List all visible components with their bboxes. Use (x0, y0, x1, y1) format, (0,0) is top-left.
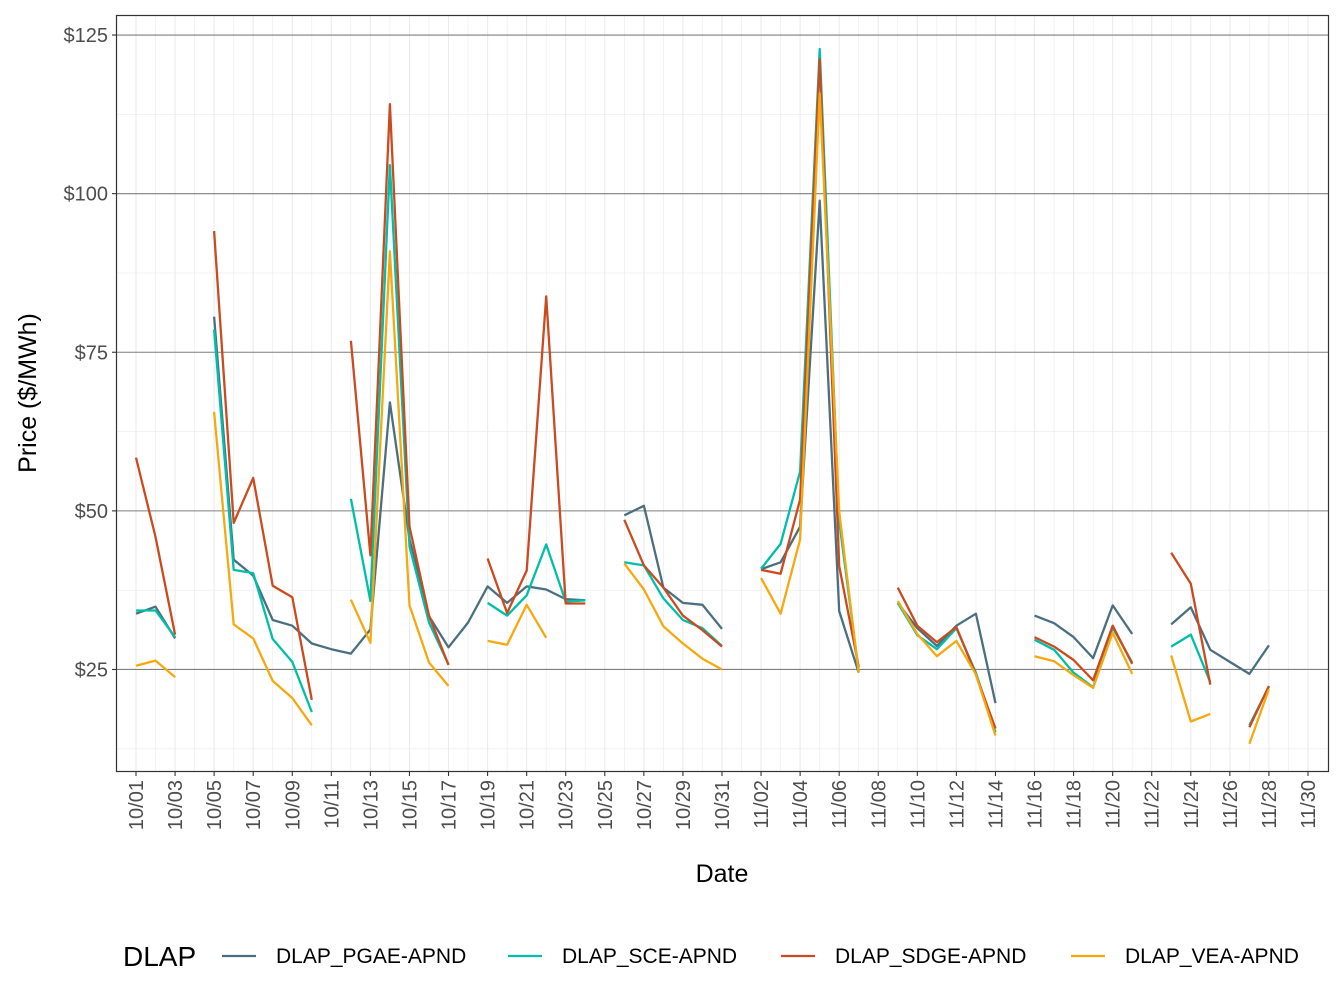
series-line-segment (349, 163, 450, 665)
series-line-segment (349, 103, 450, 666)
series-line-segment (212, 411, 313, 726)
series-line-segment (1034, 604, 1134, 660)
y-tick-label: $25 (75, 659, 108, 681)
x-tick-label: 10/31 (712, 780, 734, 830)
series-line-segment (1170, 633, 1212, 683)
series-line-segment (349, 250, 450, 687)
series-dlap-pgae-apnd (135, 199, 1270, 704)
x-tick-label: 10/03 (165, 780, 187, 830)
y-tick-label: $125 (64, 25, 109, 47)
legend-item: DLAP_PGAE-APND (222, 945, 466, 968)
x-tick-label: 10/01 (126, 780, 148, 830)
x-tick-label: 10/13 (360, 780, 382, 830)
y-tick-label: $100 (64, 184, 109, 206)
series-line-segment (1170, 655, 1211, 723)
x-tick-label: 11/28 (1259, 780, 1281, 829)
legend-item: DLAP_SDGE-APND (781, 945, 1026, 968)
series-line-segment (212, 231, 313, 701)
series-line-segment (1170, 606, 1270, 676)
x-axis: 10/01 10/03 10/05 10/07 10/09 10/11 10/13 10/15… (126, 771, 1320, 830)
series-line-segment (623, 504, 723, 630)
x-tick-label: 11/08 (868, 780, 890, 829)
x-tick-label: 11/24 (1181, 780, 1203, 829)
legend: DLAP DLAP_PGAE-APND DLAP_SCE-APND DLAP_SDG… (123, 941, 1299, 972)
y-axis-title: Price ($/MWh) (14, 313, 42, 473)
legend-item: DLAP_VEA-APND (1071, 945, 1299, 968)
x-tick-label: 11/14 (985, 780, 1007, 829)
y-axis: $25 $50 $75 $100 $125 (64, 25, 117, 681)
series-line-segment (623, 519, 723, 648)
x-tick-label: 10/23 (556, 780, 578, 830)
legend-label: DLAP_SDGE-APND (835, 945, 1026, 968)
legend-label: DLAP_PGAE-APND (276, 945, 466, 968)
series-line-segment (486, 295, 586, 615)
x-tick-label: 11/04 (790, 780, 812, 829)
x-tick-label: 11/26 (1220, 780, 1242, 829)
y-tick-label: $50 (75, 501, 108, 523)
series-line-segment (487, 603, 548, 646)
legend-title: DLAP (123, 941, 196, 972)
x-tick-label: 10/11 (321, 780, 343, 829)
x-tick-label: 10/15 (399, 780, 421, 830)
series-line-segment (136, 609, 177, 638)
series-line-segment (760, 92, 860, 673)
x-tick-label: 11/18 (1064, 780, 1086, 829)
x-tick-label: 11/16 (1025, 780, 1047, 829)
y-tick-label: $75 (75, 342, 108, 364)
x-tick-label: 11/02 (751, 780, 773, 829)
x-tick-label: 11/12 (946, 780, 968, 829)
x-tick-label: 11/10 (907, 780, 929, 829)
series-line-segment (760, 57, 860, 668)
series-line-segment (486, 543, 586, 617)
x-tick-label: 11/06 (829, 780, 851, 829)
gridlines (117, 16, 1328, 771)
legend-label: DLAP_VEA-APND (1125, 945, 1299, 968)
series-line-segment (1170, 552, 1212, 685)
x-tick-label: 10/09 (282, 780, 304, 830)
series-line-segment (1248, 685, 1270, 728)
legend-label: DLAP_SCE-APND (562, 945, 737, 968)
x-tick-label: 10/27 (634, 780, 656, 830)
x-tick-label: 10/21 (517, 780, 539, 830)
series-line-segment (1248, 688, 1270, 745)
x-tick-label: 11/20 (1103, 780, 1125, 829)
series-line-segment (896, 600, 997, 736)
series-line-segment (1034, 631, 1134, 690)
series-line-segment (623, 562, 723, 671)
x-tick-label: 10/19 (478, 780, 500, 830)
x-tick-label: 10/17 (439, 780, 461, 830)
series-line-segment (212, 329, 313, 713)
series-line-segment (624, 561, 723, 647)
series-line-segment (135, 659, 176, 678)
series-line-segment (212, 316, 586, 655)
x-tick-label: 11/22 (1142, 780, 1164, 829)
x-axis-title: Date (696, 860, 749, 888)
series-line-segment (134, 457, 177, 635)
series-lines (134, 47, 1270, 745)
x-tick-label: 10/07 (243, 780, 265, 830)
x-tick-label: 10/25 (595, 780, 617, 830)
series-line-segment (1033, 624, 1134, 682)
legend-item: DLAP_SCE-APND (508, 945, 737, 968)
x-tick-label: 11/30 (1298, 780, 1320, 829)
series-dlap-vea-apnd (135, 92, 1270, 745)
series-line-segment (760, 199, 860, 674)
x-tick-label: 10/05 (204, 780, 226, 830)
x-tick-label: 10/29 (673, 780, 695, 830)
